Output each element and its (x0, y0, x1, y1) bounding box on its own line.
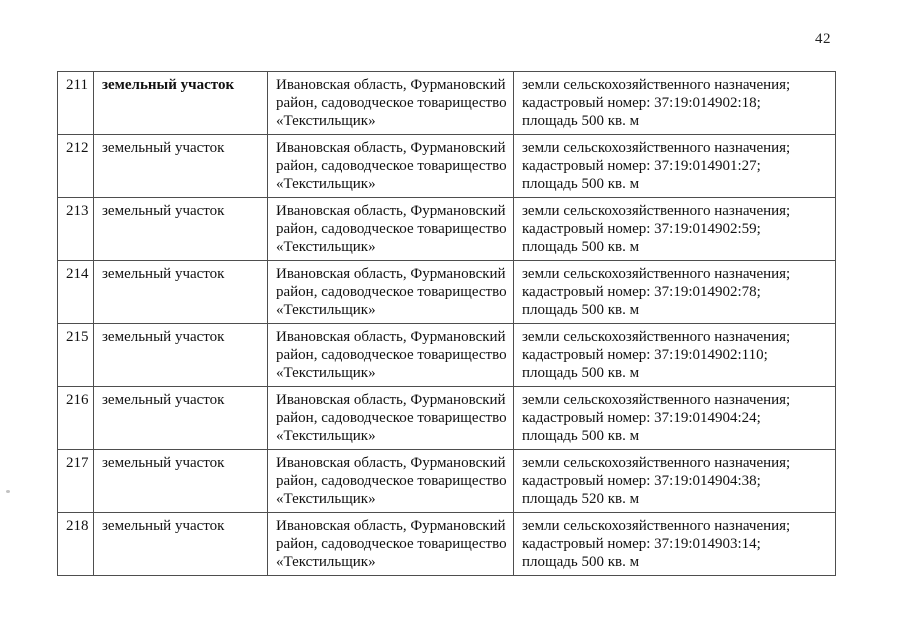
parcel-details: земли сельскохозяйственного назначения; … (513, 386, 836, 450)
page-number: 42 (815, 31, 831, 47)
parcel-details: земли сельскохозяйственного назначения; … (513, 449, 836, 513)
parcel-number: 214 (57, 260, 94, 324)
location-line: район, садоводческое товарищество (276, 410, 507, 426)
parcel-number: 215 (57, 323, 94, 387)
parcel-location: Ивановская область, Фурмановский район, … (267, 197, 514, 261)
location-line: район, садоводческое товарищество (276, 158, 507, 174)
location-line: Ивановская область, Фурмановский (276, 77, 506, 93)
location-line: «Текстильщик» (276, 428, 376, 444)
details-line: кадастровый номер: 37:19:014901:27; (522, 158, 761, 174)
details-line: земли сельскохозяйственного назначения; (522, 266, 791, 282)
details-line: земли сельскохозяйственного назначения; (522, 329, 791, 345)
details-line: площадь 520 кв. м (522, 491, 640, 507)
parcel-type: земельный участок (93, 512, 268, 576)
parcel-details: земли сельскохозяйственного назначения; … (513, 134, 836, 198)
details-line: кадастровый номер: 37:19:014902:18; (522, 95, 761, 111)
details-line: площадь 500 кв. м (522, 365, 640, 381)
parcel-details: земли сельскохозяйственного назначения; … (513, 260, 836, 324)
details-line: кадастровый номер: 37:19:014903:14; (522, 536, 761, 552)
details-line: кадастровый номер: 37:19:014904:24; (522, 410, 761, 426)
details-line: земли сельскохозяйственного назначения; (522, 518, 791, 534)
parcel-type: земельный участок (93, 134, 268, 198)
parcel-type: земельный участок (93, 449, 268, 513)
details-line: земли сельскохозяйственного назначения; (522, 77, 791, 93)
parcel-details: земли сельскохозяйственного назначения; … (513, 323, 836, 387)
parcel-location: Ивановская область, Фурмановский район, … (267, 71, 514, 135)
scan-artifact (6, 490, 10, 493)
parcel-details: земли сельскохозяйственного назначения; … (513, 512, 836, 576)
table-row: 212 земельный участок Ивановская область… (57, 134, 836, 198)
location-line: «Текстильщик» (276, 239, 376, 255)
location-line: Ивановская область, Фурмановский (276, 140, 506, 156)
table-row: 214 земельный участок Ивановская область… (57, 260, 836, 324)
parcel-number: 218 (57, 512, 94, 576)
parcel-details: земли сельскохозяйственного назначения; … (513, 197, 836, 261)
table-row: 211 земельный участок Ивановская область… (57, 71, 836, 135)
parcel-location: Ивановская область, Фурмановский район, … (267, 323, 514, 387)
parcel-location: Ивановская область, Фурмановский район, … (267, 134, 514, 198)
parcel-type: земельный участок (93, 386, 268, 450)
parcel-number: 216 (57, 386, 94, 450)
details-line: земли сельскохозяйственного назначения; (522, 140, 791, 156)
location-line: «Текстильщик» (276, 113, 376, 129)
parcel-type: земельный участок (93, 197, 268, 261)
parcel-location: Ивановская область, Фурмановский район, … (267, 449, 514, 513)
location-line: район, садоводческое товарищество (276, 284, 507, 300)
details-line: площадь 500 кв. м (522, 428, 640, 444)
details-line: кадастровый номер: 37:19:014902:78; (522, 284, 761, 300)
table-row: 216 земельный участок Ивановская область… (57, 386, 836, 450)
details-line: кадастровый номер: 37:19:014904:38; (522, 473, 761, 489)
location-line: район, садоводческое товарищество (276, 536, 507, 552)
location-line: «Текстильщик» (276, 491, 376, 507)
parcel-number: 217 (57, 449, 94, 513)
parcel-location: Ивановская область, Фурмановский район, … (267, 386, 514, 450)
location-line: Ивановская область, Фурмановский (276, 518, 506, 534)
details-line: площадь 500 кв. м (522, 302, 640, 318)
parcel-location: Ивановская область, Фурмановский район, … (267, 260, 514, 324)
location-line: район, садоводческое товарищество (276, 473, 507, 489)
location-line: Ивановская область, Фурмановский (276, 455, 506, 471)
parcel-location: Ивановская область, Фурмановский район, … (267, 512, 514, 576)
location-line: «Текстильщик» (276, 554, 376, 570)
details-line: земли сельскохозяйственного назначения; (522, 455, 791, 471)
details-line: земли сельскохозяйственного назначения; (522, 203, 791, 219)
parcels-table: 211 земельный участок Ивановская область… (57, 71, 836, 576)
parcel-details: земли сельскохозяйственного назначения; … (513, 71, 836, 135)
details-line: площадь 500 кв. м (522, 554, 640, 570)
table-row: 213 земельный участок Ивановская область… (57, 197, 836, 261)
details-line: земли сельскохозяйственного назначения; (522, 392, 791, 408)
parcel-type: земельный участок (93, 323, 268, 387)
location-line: Ивановская область, Фурмановский (276, 329, 506, 345)
parcel-type: земельный участок (93, 260, 268, 324)
details-line: площадь 500 кв. м (522, 239, 640, 255)
details-line: кадастровый номер: 37:19:014902:59; (522, 221, 761, 237)
table-row: 218 земельный участок Ивановская область… (57, 512, 836, 576)
location-line: Ивановская область, Фурмановский (276, 266, 506, 282)
location-line: район, садоводческое товарищество (276, 221, 507, 237)
location-line: Ивановская область, Фурмановский (276, 203, 506, 219)
details-line: площадь 500 кв. м (522, 113, 640, 129)
location-line: район, садоводческое товарищество (276, 347, 507, 363)
location-line: «Текстильщик» (276, 302, 376, 318)
table-row: 215 земельный участок Ивановская область… (57, 323, 836, 387)
details-line: площадь 500 кв. м (522, 176, 640, 192)
table-row: 217 земельный участок Ивановская область… (57, 449, 836, 513)
parcel-number: 212 (57, 134, 94, 198)
location-line: Ивановская область, Фурмановский (276, 392, 506, 408)
location-line: «Текстильщик» (276, 176, 376, 192)
location-line: район, садоводческое товарищество (276, 95, 507, 111)
parcel-type: земельный участок (93, 71, 268, 135)
parcel-number: 211 (57, 71, 94, 135)
details-line: кадастровый номер: 37:19:014902:110; (522, 347, 768, 363)
location-line: «Текстильщик» (276, 365, 376, 381)
parcel-number: 213 (57, 197, 94, 261)
